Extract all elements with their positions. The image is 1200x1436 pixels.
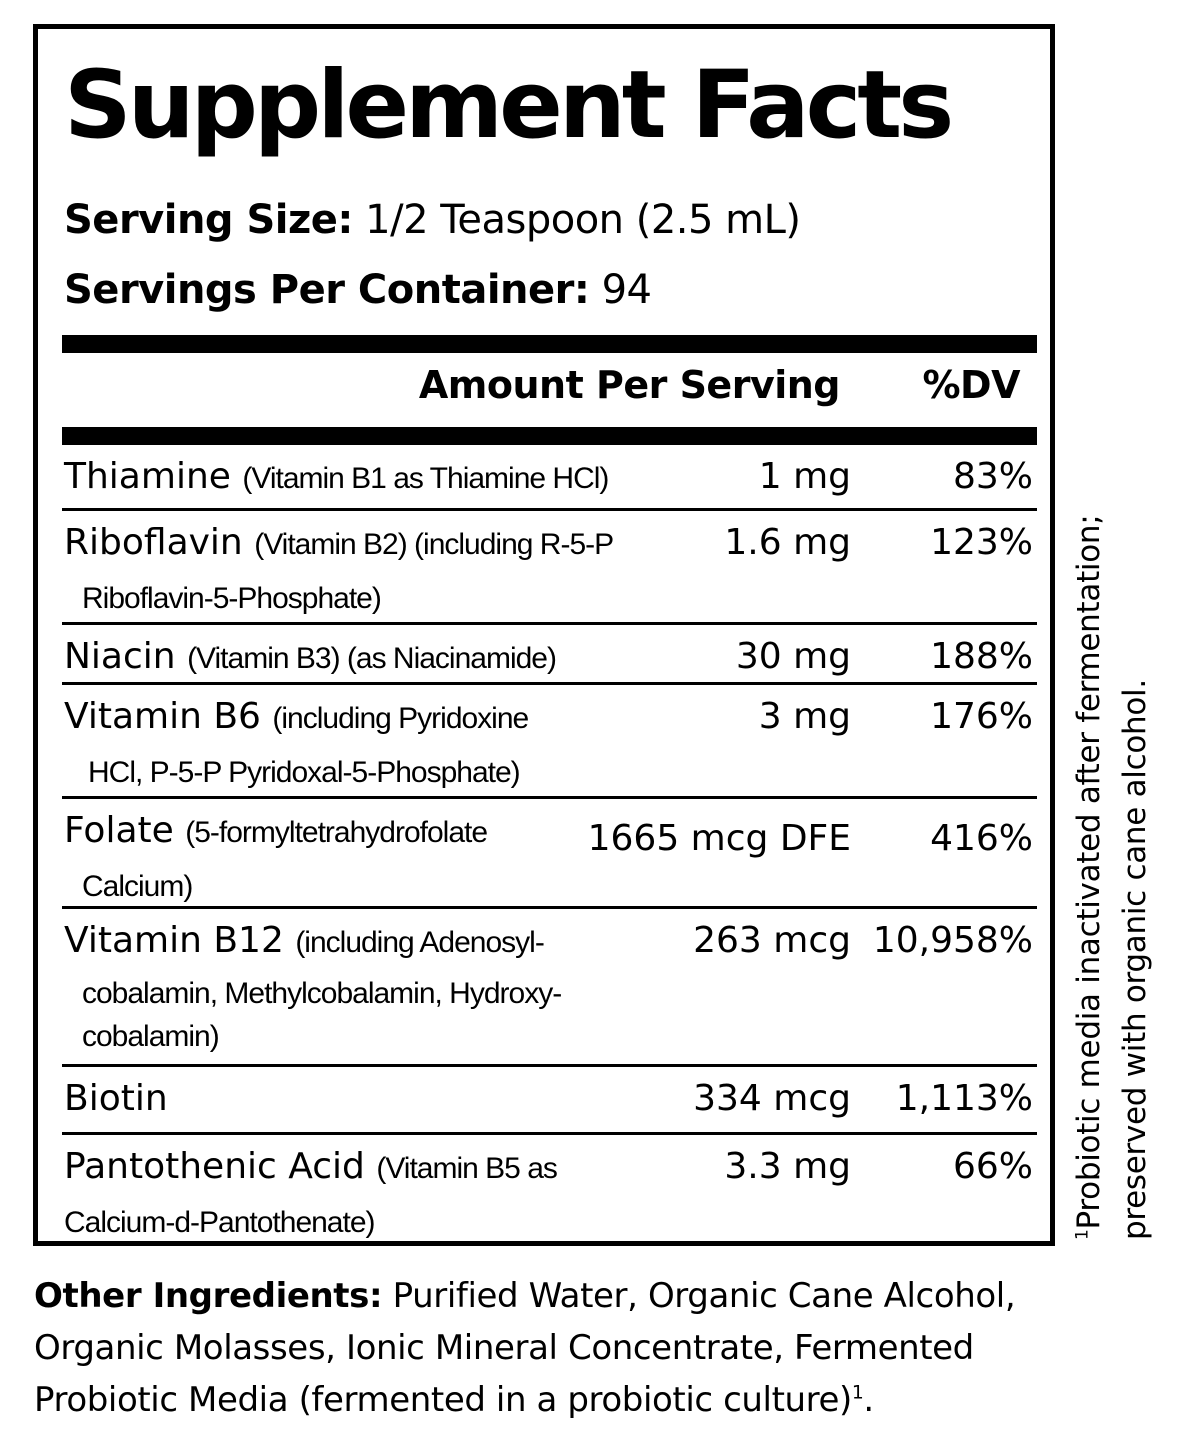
nutrient-name-main: Vitamin B6: [64, 696, 261, 737]
nutrient-dv: 10,958%: [872, 920, 1033, 961]
servings-per-container-value: 94: [601, 267, 652, 313]
nutrient-amount: 1665 mcg DFE: [587, 818, 851, 859]
other-ingredients-footnote-marker: 1: [851, 1382, 864, 1404]
nutrient-amount: 1.6 mg: [724, 522, 851, 563]
nutrient-name-main: Vitamin B12: [64, 920, 284, 961]
column-header-dv: %DV: [922, 363, 1020, 407]
nutrient-name-detail: (Vitamin B3) (as Niacinamide): [187, 642, 557, 675]
nutrient-dv: 188%: [930, 636, 1033, 677]
nutrient-name-continued: cobalamin, Methylcobalamin, Hydroxy-: [82, 977, 562, 1010]
nutrient-row-niacin: Niacin (Vitamin B3) (as Niacinamide) 30 …: [62, 625, 1037, 685]
nutrient-name: Vitamin B12 (including Adenosyl- cobalam…: [64, 913, 664, 1057]
nutrient-name: Folate (5-formyltetrahydrofolate Calcium…: [64, 803, 544, 913]
nutrient-dv: 83%: [952, 456, 1033, 497]
nutrient-dv: 66%: [952, 1146, 1033, 1187]
nutrient-row-vitamin-b6: Vitamin B6 (including Pyridoxine HCl, P-…: [62, 685, 1037, 799]
serving-size-label: Serving Size:: [64, 197, 353, 243]
servings-per-container: Servings Per Container: 94: [64, 267, 652, 313]
nutrient-name: Biotin: [64, 1071, 624, 1127]
other-ingredients-text: Purified Water, Organic Cane Alcohol, Or…: [34, 1276, 1016, 1420]
footnote-vertical: 1Probiotic media inactivated after ferme…: [1066, 360, 1158, 1240]
nutrient-row-biotin: Biotin 334 mcg 1,113%: [62, 1067, 1037, 1135]
divider-thick-header: [62, 427, 1037, 445]
nutrient-name-main: Biotin: [64, 1078, 168, 1119]
nutrient-name: Pantothenic Acid (Vitamin B5 as Calcium-…: [64, 1139, 624, 1249]
nutrient-name: Niacin (Vitamin B3) (as Niacinamide): [64, 629, 624, 687]
serving-size: Serving Size: 1/2 Teaspoon (2.5 mL): [64, 197, 801, 243]
nutrient-row-riboflavin: Riboflavin (Vitamin B2) (including R-5-P…: [62, 511, 1037, 625]
nutrient-name-detail: (5-formyltetrahydrofolate: [185, 816, 488, 849]
nutrient-name-detail: (Vitamin B5 as: [376, 1152, 558, 1185]
nutrient-name-continued: Calcium-d-Pantothenate): [64, 1206, 376, 1239]
nutrient-row-pantothenic-acid: Pantothenic Acid (Vitamin B5 as Calcium-…: [62, 1135, 1037, 1241]
nutrient-dv: 1,113%: [895, 1078, 1033, 1119]
nutrient-name-detail: (Vitamin B2) (including R-5-P: [254, 528, 614, 561]
nutrient-row-folate: Folate (5-formyltetrahydrofolate Calcium…: [62, 799, 1037, 909]
nutrient-name-main: Riboflavin: [64, 522, 243, 563]
nutrient-name-main: Niacin: [64, 636, 176, 677]
nutrient-name-continued: Riboflavin-5-Phosphate): [82, 582, 382, 615]
nutrient-dv: 416%: [930, 818, 1033, 859]
nutrient-row-vitamin-b12: Vitamin B12 (including Adenosyl- cobalam…: [62, 909, 1037, 1067]
nutrient-name-detail: (Vitamin B1 as Thiamine HCl): [242, 462, 609, 495]
nutrient-name-continued: HCl, P-5-P Pyridoxal-5-Phosphate): [88, 756, 521, 789]
panel-title: Supplement Facts: [64, 51, 954, 160]
nutrient-name: Riboflavin (Vitamin B2) (including R-5-P…: [64, 515, 664, 625]
other-ingredients-label: Other Ingredients:: [34, 1276, 383, 1316]
nutrient-amount: 3.3 mg: [724, 1146, 851, 1187]
footnote-line-2: preserved with organic cane alcohol.: [1117, 679, 1153, 1240]
nutrient-name-main: Folate: [64, 810, 174, 851]
nutrient-name-main: Thiamine: [64, 456, 231, 497]
nutrient-amount: 1 mg: [758, 456, 851, 497]
footnote-text-1: Probiotic media inactivated after fermen…: [1071, 514, 1107, 1230]
nutrient-name-continued-2: cobalamin): [82, 1020, 220, 1053]
nutrient-amount: 3 mg: [758, 696, 851, 737]
divider-thick-top: [62, 335, 1037, 353]
nutrient-amount: 30 mg: [735, 636, 851, 677]
nutrient-name-main: Pantothenic Acid: [64, 1146, 365, 1187]
supplement-facts-panel: Supplement Facts Serving Size: 1/2 Teasp…: [33, 24, 1055, 1246]
column-header-amount: Amount Per Serving: [418, 363, 841, 407]
nutrient-dv: 123%: [930, 522, 1033, 563]
nutrient-row-thiamine: Thiamine (Vitamin B1 as Thiamine HCl) 1 …: [62, 445, 1037, 511]
nutrient-name: Vitamin B6 (including Pyridoxine HCl, P-…: [64, 689, 624, 799]
nutrient-name: Thiamine (Vitamin B1 as Thiamine HCl): [64, 449, 624, 507]
nutrient-amount: 334 mcg: [693, 1078, 851, 1119]
nutrient-name-continued: Calcium): [82, 870, 193, 903]
nutrient-amount: 263 mcg: [693, 920, 851, 961]
nutrient-name-detail: (including Adenosyl-: [295, 926, 544, 959]
other-ingredients: Other Ingredients: Purified Water, Organ…: [34, 1270, 1074, 1426]
footnote-marker: 1: [1072, 1229, 1093, 1240]
other-ingredients-end: .: [863, 1380, 874, 1420]
nutrient-name-detail: (including Pyridoxine: [272, 702, 529, 735]
serving-size-value: 1/2 Teaspoon (2.5 mL): [365, 197, 801, 243]
footnote-line-1: 1Probiotic media inactivated after ferme…: [1066, 360, 1112, 1240]
nutrient-dv: 176%: [930, 696, 1033, 737]
servings-per-container-label: Servings Per Container:: [64, 267, 590, 313]
